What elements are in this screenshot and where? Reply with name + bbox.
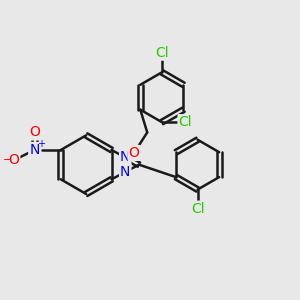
Text: Cl: Cl xyxy=(155,46,169,60)
Text: +: + xyxy=(37,139,45,148)
Text: O: O xyxy=(8,153,19,167)
Text: Cl: Cl xyxy=(178,115,192,129)
Text: O: O xyxy=(29,125,40,140)
Text: N: N xyxy=(29,143,40,157)
Text: O: O xyxy=(129,146,140,160)
Text: N: N xyxy=(120,150,130,164)
Text: Cl: Cl xyxy=(191,202,204,216)
Text: N: N xyxy=(120,165,130,179)
Text: −: − xyxy=(3,155,12,165)
